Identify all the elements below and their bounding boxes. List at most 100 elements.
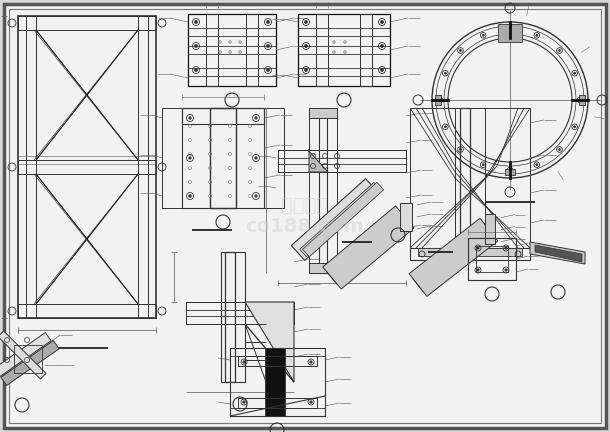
Circle shape	[536, 34, 538, 36]
Circle shape	[310, 361, 312, 363]
Circle shape	[195, 20, 198, 23]
Bar	[265, 348, 285, 416]
Circle shape	[189, 195, 191, 197]
Circle shape	[255, 195, 257, 197]
Circle shape	[459, 149, 462, 150]
Polygon shape	[292, 179, 379, 260]
Bar	[476, 246, 508, 272]
Bar	[485, 213, 495, 244]
Circle shape	[304, 20, 307, 23]
Bar	[278, 164, 406, 172]
Polygon shape	[409, 218, 498, 296]
Circle shape	[573, 72, 576, 74]
Bar	[225, 252, 235, 382]
Bar	[210, 108, 236, 208]
Polygon shape	[308, 150, 328, 172]
Circle shape	[304, 69, 307, 72]
Circle shape	[255, 157, 257, 159]
Circle shape	[509, 29, 511, 31]
Bar	[309, 263, 337, 273]
Polygon shape	[327, 211, 410, 284]
Polygon shape	[1, 340, 59, 385]
Bar	[460, 108, 470, 248]
Circle shape	[310, 401, 312, 403]
Bar	[238, 398, 317, 408]
Circle shape	[505, 269, 507, 271]
Bar	[26, 16, 36, 318]
Circle shape	[477, 247, 479, 249]
Circle shape	[483, 34, 484, 36]
Circle shape	[243, 361, 245, 363]
Bar	[278, 150, 406, 172]
Circle shape	[536, 164, 538, 165]
Bar	[360, 14, 372, 86]
Circle shape	[381, 44, 384, 48]
Polygon shape	[303, 182, 384, 257]
Bar	[319, 108, 327, 273]
Circle shape	[189, 117, 191, 119]
Circle shape	[559, 50, 561, 51]
Bar	[505, 169, 515, 175]
Circle shape	[267, 20, 270, 23]
Bar	[400, 203, 412, 231]
Bar	[162, 108, 182, 208]
Bar	[230, 348, 325, 416]
Polygon shape	[0, 333, 51, 378]
Bar	[138, 16, 148, 318]
Circle shape	[195, 44, 198, 48]
Circle shape	[505, 247, 507, 249]
Bar	[435, 95, 441, 105]
Bar	[18, 16, 156, 30]
Bar	[309, 108, 337, 118]
Circle shape	[381, 20, 384, 23]
Bar	[298, 14, 390, 86]
Circle shape	[477, 269, 479, 271]
Polygon shape	[530, 242, 585, 264]
Bar	[182, 108, 264, 208]
Circle shape	[444, 126, 447, 128]
Circle shape	[267, 44, 270, 48]
Bar	[186, 302, 294, 324]
Bar	[182, 108, 264, 124]
Circle shape	[267, 69, 270, 72]
Bar	[230, 348, 325, 356]
Bar	[246, 14, 258, 86]
Bar	[410, 248, 530, 260]
Circle shape	[189, 157, 191, 159]
Bar	[498, 24, 522, 42]
Bar	[206, 14, 218, 86]
Bar	[18, 160, 156, 174]
Bar	[238, 356, 317, 366]
Bar	[316, 14, 328, 86]
Polygon shape	[535, 245, 582, 262]
Bar	[455, 108, 485, 248]
Circle shape	[573, 126, 576, 128]
Polygon shape	[0, 331, 46, 379]
Circle shape	[483, 164, 484, 165]
Bar	[230, 408, 325, 416]
Circle shape	[459, 50, 462, 51]
Bar	[579, 95, 585, 105]
Polygon shape	[300, 182, 381, 257]
Polygon shape	[413, 223, 494, 291]
Circle shape	[509, 169, 511, 171]
Bar	[264, 108, 284, 208]
Circle shape	[444, 72, 447, 74]
Bar	[221, 252, 245, 382]
Bar	[18, 304, 156, 318]
Text: 土木工线
co188.com: 土木工线 co188.com	[246, 196, 364, 236]
Polygon shape	[245, 302, 294, 382]
Bar	[468, 238, 516, 280]
Bar	[309, 108, 337, 273]
Bar	[186, 302, 294, 310]
Bar	[418, 248, 522, 256]
Circle shape	[243, 401, 245, 403]
Polygon shape	[323, 206, 414, 289]
Bar	[188, 14, 276, 86]
Circle shape	[255, 117, 257, 119]
Bar	[278, 150, 406, 158]
Bar	[18, 16, 156, 318]
Bar	[186, 316, 294, 324]
Circle shape	[559, 149, 561, 150]
Circle shape	[579, 99, 581, 101]
